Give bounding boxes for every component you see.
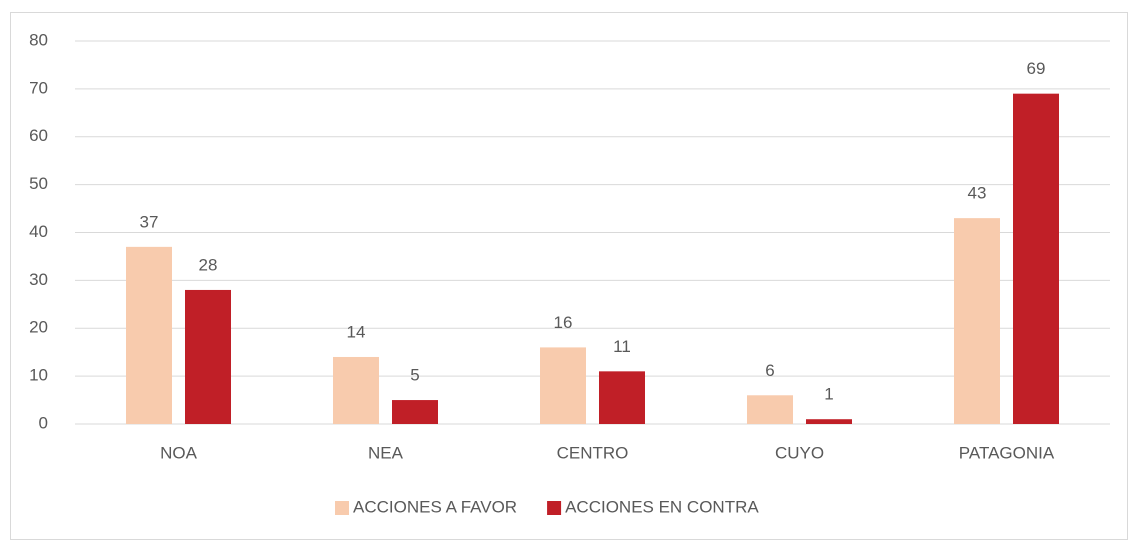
data-label: 11 bbox=[613, 337, 631, 356]
bar bbox=[185, 289, 231, 424]
legend-label: ACCIONES EN CONTRA bbox=[565, 497, 759, 516]
legend-swatch bbox=[547, 501, 562, 515]
y-tick-label: 30 bbox=[29, 270, 48, 289]
y-tick-label: 50 bbox=[29, 174, 48, 193]
bar bbox=[333, 356, 379, 424]
bar bbox=[1013, 93, 1059, 424]
bar bbox=[392, 400, 438, 424]
x-tick-label: NEA bbox=[368, 443, 404, 462]
y-tick-label: 70 bbox=[29, 78, 48, 97]
data-label: 5 bbox=[410, 366, 419, 385]
y-tick-label: 10 bbox=[29, 366, 48, 385]
y-tick-label: 80 bbox=[29, 30, 48, 49]
legend-swatch bbox=[335, 501, 349, 515]
data-label: 16 bbox=[554, 313, 573, 332]
bar bbox=[954, 218, 1000, 424]
data-label: 28 bbox=[199, 255, 218, 274]
data-label: 1 bbox=[824, 385, 833, 404]
data-label: 37 bbox=[140, 212, 159, 231]
bar bbox=[599, 371, 645, 424]
y-tick-label: 60 bbox=[29, 126, 48, 145]
bar bbox=[126, 246, 172, 424]
data-label: 69 bbox=[1027, 59, 1046, 78]
y-tick-label: 0 bbox=[39, 413, 48, 432]
legend-label: ACCIONES A FAVOR bbox=[353, 497, 517, 516]
x-tick-label: CENTRO bbox=[557, 443, 629, 462]
x-tick-label: PATAGONIA bbox=[959, 443, 1055, 462]
bar bbox=[540, 347, 586, 424]
data-label: 6 bbox=[765, 361, 774, 380]
y-tick-label: 20 bbox=[29, 318, 48, 337]
x-tick-label: NOA bbox=[160, 443, 198, 462]
data-label: 14 bbox=[347, 322, 366, 341]
data-label: 43 bbox=[968, 184, 987, 203]
y-tick-label: 40 bbox=[29, 222, 48, 241]
bar bbox=[806, 419, 852, 424]
x-tick-label: CUYO bbox=[775, 443, 824, 462]
bar bbox=[747, 395, 793, 424]
